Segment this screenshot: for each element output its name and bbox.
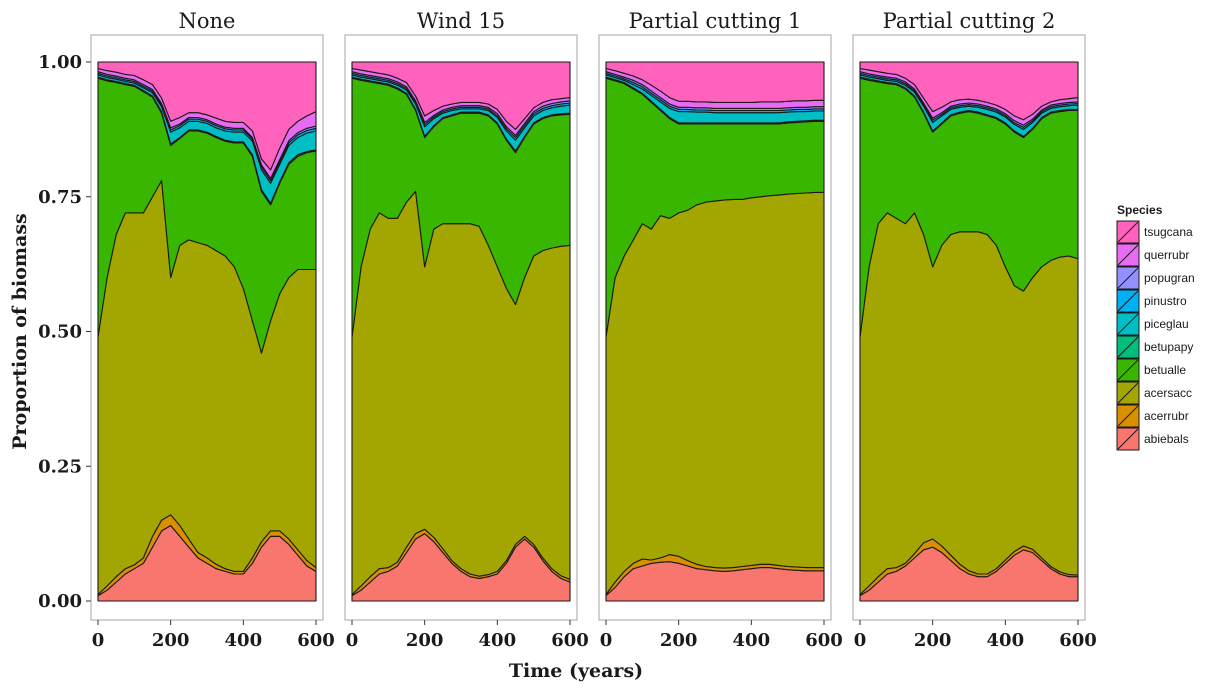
legend-label: pinustro: [1144, 294, 1187, 308]
y-tick-label: 0.50: [38, 322, 82, 343]
x-tick-label: 400: [225, 630, 263, 651]
x-axis-title: Time (years): [509, 660, 643, 682]
y-axis: 0.00 0.25 0.50 0.75 1.00: [38, 52, 91, 612]
legend-label: acerrubr: [1144, 409, 1189, 423]
legend-label: querrubr: [1144, 248, 1189, 262]
legend-key-slash: [1117, 359, 1139, 381]
x-tick-label: 400: [733, 630, 771, 651]
area-tsugcana: [351, 61, 571, 130]
y-tick-label: 0.00: [38, 591, 82, 612]
legend-item-querrubr: querrubr: [1116, 243, 1189, 267]
y-tick-label: 0.25: [38, 456, 82, 477]
panel-title: Partial cutting 2: [883, 9, 1056, 33]
x-tick-label: 0: [346, 630, 359, 651]
legend-item-piceglau: piceglau: [1116, 312, 1189, 336]
x-tick-label: 400: [479, 630, 517, 651]
area-acersacc: [859, 212, 1079, 596]
legend-label: betualle: [1144, 363, 1186, 377]
legend-title: Species: [1117, 203, 1163, 217]
legend-key-slash: [1117, 336, 1139, 358]
legend-item-popugran: popugran: [1116, 266, 1195, 290]
legend-label: acersacc: [1144, 386, 1192, 400]
panel-title: Wind 15: [417, 9, 505, 33]
legend-item-betualle: betualle: [1116, 358, 1186, 382]
area-tsugcana: [97, 61, 317, 171]
legend-key-slash: [1117, 428, 1139, 450]
x-tick-label: 600: [1059, 630, 1097, 651]
legend-key-slash: [1117, 221, 1139, 243]
panel-3: Partial cutting 1 0 200 400 600: [598, 9, 843, 651]
legend: Species tsugcana querrubr popugran pinustro p…: [1116, 203, 1195, 451]
y-tick-label: 0.75: [38, 187, 82, 208]
panel-2: Wind 15 0 200 400 600: [344, 9, 589, 651]
panel-1: None 0 200 400 600: [90, 9, 335, 651]
area-tsugcana: [605, 61, 825, 103]
panel-title: Partial cutting 1: [629, 9, 802, 33]
x-tick-label: 200: [914, 630, 952, 651]
legend-key-slash: [1117, 382, 1139, 404]
x-tick-label: 0: [92, 630, 105, 651]
x-tick-label: 0: [600, 630, 613, 651]
legend-key-slash: [1117, 313, 1139, 335]
area-acersacc: [605, 191, 825, 596]
y-axis-title: Proportion of biomass: [9, 213, 31, 449]
legend-key-slash: [1117, 244, 1139, 266]
x-tick-label: 600: [805, 630, 843, 651]
legend-key-slash: [1117, 267, 1139, 289]
legend-item-betupapy: betupapy: [1116, 335, 1193, 359]
legend-item-acerrubr: acerrubr: [1116, 404, 1189, 428]
legend-item-pinustro: pinustro: [1116, 289, 1187, 313]
legend-key-slash: [1117, 290, 1139, 312]
y-tick-label: 1.00: [38, 52, 82, 73]
legend-key-slash: [1117, 405, 1139, 427]
legend-label: piceglau: [1144, 317, 1189, 331]
legend-item-tsugcana: tsugcana: [1116, 220, 1193, 244]
legend-label: tsugcana: [1144, 225, 1193, 239]
x-tick-label: 400: [987, 630, 1025, 651]
x-tick-label: 200: [152, 630, 190, 651]
legend-label: abiebals: [1144, 432, 1189, 446]
x-tick-label: 0: [854, 630, 867, 651]
panel-title: None: [179, 9, 236, 33]
panel-4: Partial cutting 2 0 200 400 600: [852, 9, 1097, 651]
x-tick-label: 200: [660, 630, 698, 651]
legend-label: betupapy: [1144, 340, 1193, 354]
x-tick-label: 600: [551, 630, 589, 651]
legend-label: popugran: [1144, 271, 1195, 285]
legend-item-abiebals: abiebals: [1116, 427, 1189, 451]
x-tick-label: 600: [297, 630, 335, 651]
legend-item-acersacc: acersacc: [1116, 381, 1192, 405]
x-tick-label: 200: [406, 630, 444, 651]
area-tsugcana: [859, 61, 1079, 121]
